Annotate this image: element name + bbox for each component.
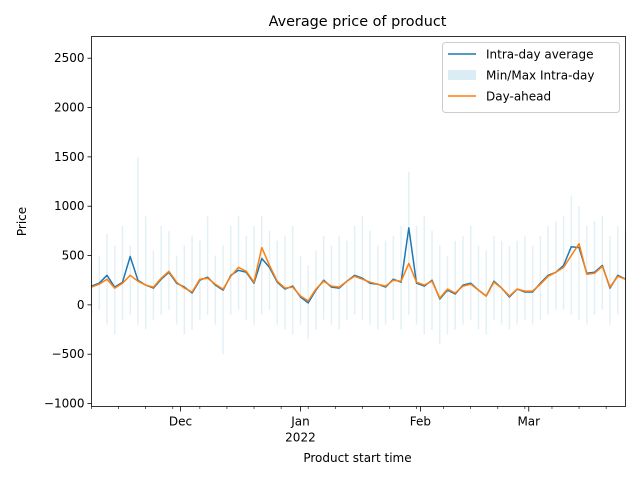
legend: Intra-day average Min/Max Intra-day Day-… — [442, 42, 620, 113]
y-axis: −1000 −500 0 500 1000 1500 2000 2500 — [44, 51, 92, 411]
y-tick-label: 0 — [77, 298, 85, 312]
series-line-dayahead — [91, 242, 626, 302]
legend-label-dayahead: Day-ahead — [486, 90, 551, 104]
y-tick-label: 2500 — [54, 51, 85, 65]
x-tick-label: Dec — [169, 415, 192, 429]
legend-label-intraday: Intra-day average — [486, 48, 593, 62]
chart-title: Average price of product — [269, 14, 447, 30]
x-tick-label: Feb — [410, 415, 431, 429]
y-axis-label: Price — [15, 207, 29, 236]
y-tick-label: 500 — [62, 249, 85, 263]
y-tick-label: 1000 — [54, 199, 85, 213]
x-axis-label: Product start time — [303, 451, 411, 465]
legend-label-minmax: Min/Max Intra-day — [486, 69, 595, 83]
y-tick-label: −1000 — [44, 397, 85, 411]
x-tick-label: Mar — [517, 415, 540, 429]
series-lines-layer — [91, 227, 626, 304]
y-tick-label: 2000 — [54, 101, 85, 115]
legend-frame — [442, 42, 620, 113]
legend-swatch-minmax — [448, 70, 476, 80]
x-axis: Dec Jan 2022 Feb Mar — [91, 406, 607, 445]
minmax-band-layer — [90, 156, 627, 355]
x-tick-sublabel: 2022 — [285, 431, 316, 445]
x-tick-label: Jan — [290, 415, 310, 429]
plot-frame — [91, 36, 626, 407]
y-tick-label: −500 — [52, 347, 85, 361]
series-line-intraday — [91, 227, 626, 304]
y-tick-label: 1500 — [54, 150, 85, 164]
